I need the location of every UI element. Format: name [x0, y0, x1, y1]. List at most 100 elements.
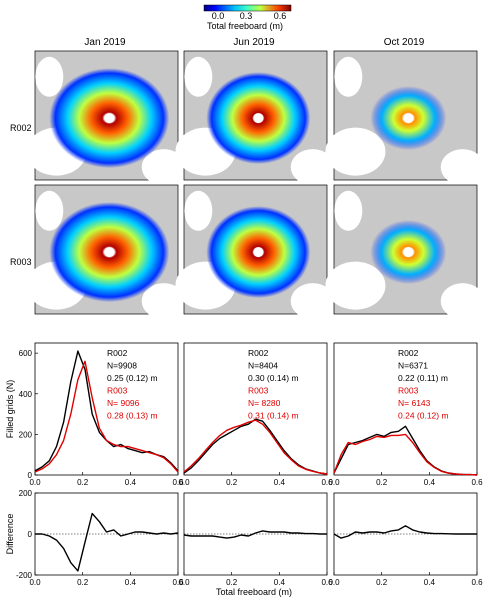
x-tick-label: 0.6 [321, 478, 333, 487]
colorbar-tick-0: 0.0 [212, 11, 225, 21]
legend-line: 0.28 (0.13) m [107, 411, 158, 421]
series-line-difference [35, 512, 179, 572]
colorbar-bar [203, 4, 292, 12]
ocean-patch [141, 283, 186, 320]
y-axis-label: Filled grids (N) [5, 380, 15, 439]
x-tick-label: 0.0 [178, 478, 190, 487]
ocean-patch [290, 283, 335, 320]
y-tick-label: -200 [16, 571, 33, 580]
legend-line: N= 8280 [248, 398, 281, 408]
ocean-patch [325, 127, 386, 176]
map-0-0 [26, 50, 186, 186]
chart-grid: 0.0 0.2 0.4 0.6 0 200 400 600 Filled grids (N) R0… [5, 342, 483, 587]
column-title-jan: Jan 2019 [84, 37, 126, 48]
legend-line: N=9908 [107, 361, 137, 371]
legend-line: 0.31 (0.14) m [248, 411, 299, 421]
y-axis-label: Difference [5, 514, 15, 555]
x-tick-label: 0.4 [424, 478, 436, 487]
x-tick-label: 0.4 [424, 578, 436, 587]
x-tick-label: 0.4 [274, 578, 286, 587]
legend-line: N=6371 [398, 361, 428, 371]
chart-panel-2: 0.0 0.2 0.4 0.6 R002 N=6371 0.22 (0.11) m R003 N… [328, 342, 483, 487]
column-title-oct: Oct 2019 [384, 37, 425, 48]
x-tick-label: 0.6 [471, 478, 483, 487]
legend-line: R003 [398, 386, 419, 396]
pole-hole [253, 113, 264, 124]
pole-hole [403, 113, 414, 124]
y-tick-label: 200 [19, 430, 33, 439]
row-label-r002: R002 [10, 123, 32, 133]
legend-line: R002 [107, 348, 128, 358]
x-tick-label: 0.2 [226, 478, 238, 487]
colorbar-tick-2: 0.6 [274, 11, 287, 21]
legend-line: R003 [248, 386, 269, 396]
x-tick-label: 0.4 [274, 478, 286, 487]
x-tick-label: 0.6 [172, 478, 184, 487]
x-tick-label: 0.0 [178, 578, 190, 587]
x-tick-label: 0.2 [77, 478, 89, 487]
ocean-patch [35, 190, 64, 231]
legend-line: 0.25 (0.12) m [107, 373, 158, 383]
x-tick-label: 0.0 [29, 578, 41, 587]
ocean-patch [35, 56, 64, 97]
chart-panel-3: 0.0 0.2 0.4 0.6 -200 0 200 Difference [5, 489, 184, 587]
legend-line: N= 9096 [107, 398, 140, 408]
x-tick-label: 0.2 [376, 478, 388, 487]
chart-panel-0: 0.0 0.2 0.4 0.6 0 200 400 600 Filled grids (N) R0… [5, 342, 184, 487]
x-tick-label: 0.2 [376, 578, 388, 587]
pole-hole [403, 247, 414, 258]
x-tick-label: 0.0 [29, 478, 41, 487]
y-tick-label: 400 [19, 390, 33, 399]
legend-line: R002 [248, 348, 269, 358]
series-line-r003 [333, 433, 478, 476]
x-tick-label: 0.2 [226, 578, 238, 587]
x-tick-label: 0.6 [321, 578, 333, 587]
plot-frame [333, 342, 478, 476]
map-0-1 [175, 50, 335, 186]
x-tick-label: 0.6 [172, 578, 184, 587]
y-tick-label: 0 [28, 471, 33, 480]
series-line-difference [333, 525, 477, 539]
ocean-patch [334, 190, 363, 231]
series-line-difference [183, 530, 327, 539]
column-title-jun: Jun 2019 [233, 37, 275, 48]
map-grid [26, 50, 485, 320]
legend-line: 0.30 (0.14) m [248, 373, 299, 383]
x-tick-label: 0.4 [125, 478, 137, 487]
series-line-r003 [183, 419, 328, 475]
ocean-patch [184, 190, 213, 231]
shared-xlabel: Total freeboard (m) [216, 587, 292, 597]
x-tick-label: 0.4 [125, 578, 137, 587]
x-tick-label: 0.6 [471, 578, 483, 587]
legend-line: R002 [398, 348, 419, 358]
plot-frame [183, 342, 328, 476]
colorbar-label: Total freeboard (m) [207, 21, 283, 31]
ocean-patch [325, 261, 386, 310]
pole-hole [104, 113, 115, 124]
ocean-patch [440, 149, 485, 186]
colorbar-tick-1: 0.3 [240, 11, 253, 21]
chart-panel-1: 0.0 0.2 0.4 0.6 R002 N=8404 0.30 (0.14) m R003 N… [178, 342, 333, 487]
y-tick-label: 200 [19, 489, 33, 498]
ocean-patch [334, 56, 363, 97]
pole-hole [253, 247, 264, 258]
series-line-r003 [34, 360, 179, 473]
chart-panel-5: 0.0 0.2 0.4 0.6 [328, 492, 483, 587]
y-tick-label: 0 [28, 530, 33, 539]
row-label-r003: R003 [10, 257, 32, 267]
map-1-0 [26, 184, 186, 320]
map-0-2 [325, 50, 485, 186]
ocean-patch [290, 149, 335, 186]
y-tick-label: 600 [19, 349, 33, 358]
ocean-patch [440, 283, 485, 320]
legend-line: R003 [107, 386, 128, 396]
colorbar: 0.0 0.3 0.6 Total freeboard (m) [203, 4, 292, 31]
ocean-patch [184, 56, 213, 97]
map-1-1 [175, 184, 335, 320]
x-tick-label: 0.2 [77, 578, 89, 587]
x-tick-label: 0.0 [328, 478, 340, 487]
legend-line: 0.22 (0.11) m [398, 373, 448, 383]
legend-line: N= 6143 [398, 398, 431, 408]
legend-line: N=8404 [248, 361, 278, 371]
